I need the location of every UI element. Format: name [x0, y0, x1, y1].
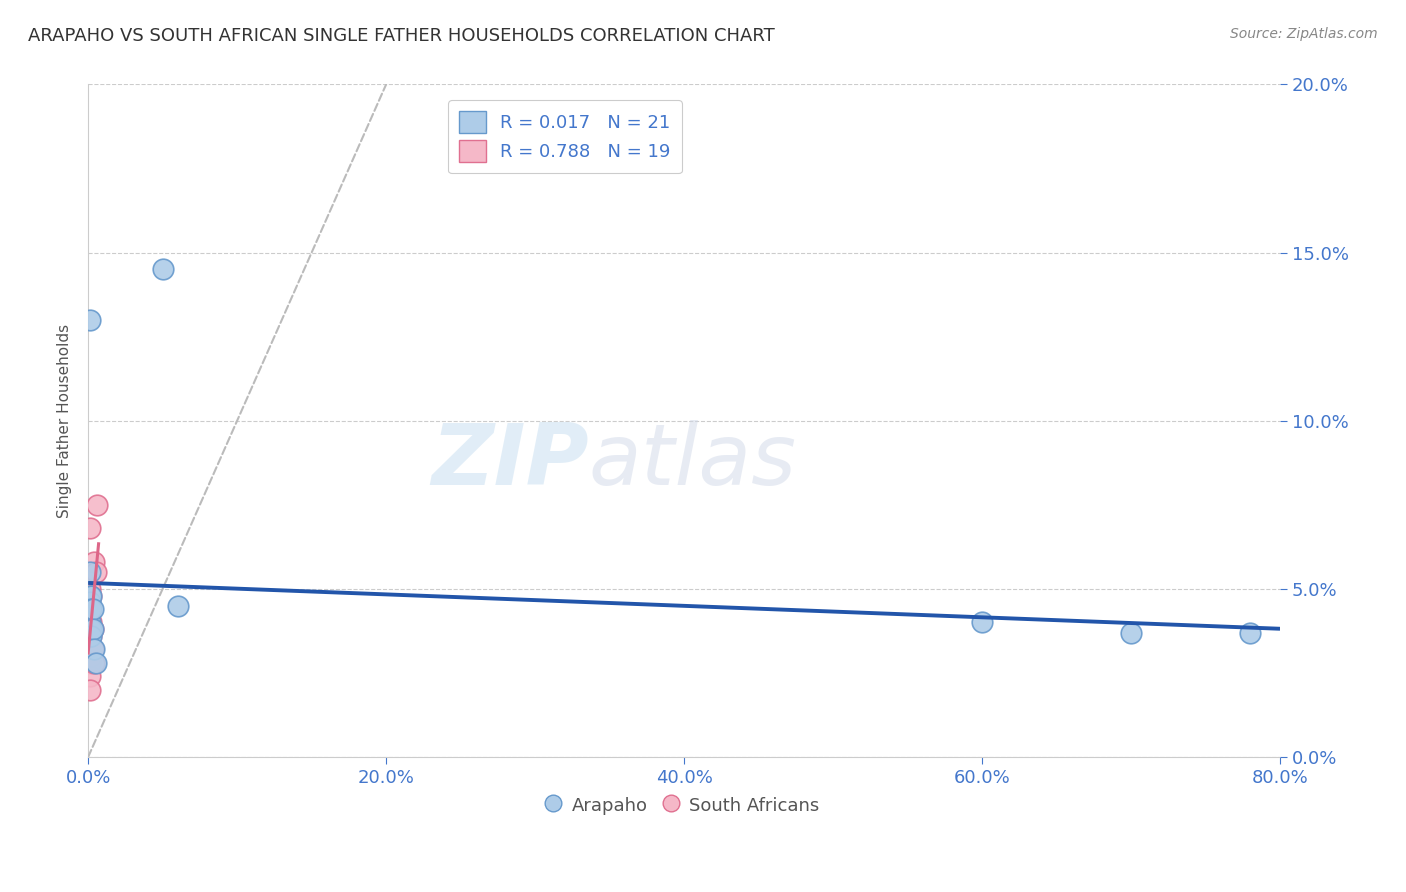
Point: [79, 582, 101, 596]
Point: [79, 521, 101, 535]
Point: [79, 642, 101, 657]
Point: [82, 642, 104, 657]
Point: [79, 629, 101, 643]
Point: [80, 602, 103, 616]
Point: [83, 555, 105, 569]
Point: [79, 602, 101, 616]
Point: [1239, 625, 1261, 640]
Point: [79, 615, 101, 630]
Point: [86, 498, 108, 512]
Point: [79, 669, 101, 683]
Text: atlas: atlas: [589, 419, 797, 502]
Y-axis label: Single Father Households: Single Father Households: [58, 324, 72, 517]
Point: [80, 629, 103, 643]
Point: [82, 602, 104, 616]
Point: [79, 313, 101, 327]
Point: [79, 656, 101, 670]
Legend: Arapaho, South Africans: Arapaho, South Africans: [541, 789, 827, 822]
Point: [80, 589, 103, 603]
Point: [80, 622, 103, 636]
Point: [79, 602, 101, 616]
Point: [79, 615, 101, 630]
Point: [84, 656, 107, 670]
Point: [80, 629, 103, 643]
Point: [83, 656, 105, 670]
Point: [152, 262, 174, 277]
Point: [82, 622, 104, 636]
Point: [82, 622, 104, 636]
Point: [79, 589, 101, 603]
Point: [166, 599, 188, 613]
Text: ZIP: ZIP: [432, 419, 589, 502]
Point: [79, 622, 101, 636]
Text: Source: ZipAtlas.com: Source: ZipAtlas.com: [1230, 27, 1378, 41]
Point: [79, 682, 101, 697]
Point: [79, 595, 101, 609]
Point: [79, 565, 101, 579]
Point: [80, 649, 103, 664]
Point: [79, 629, 101, 643]
Point: [970, 615, 993, 630]
Point: [1119, 625, 1142, 640]
Point: [83, 642, 105, 657]
Point: [80, 589, 103, 603]
Point: [84, 565, 107, 579]
Text: ARAPAHO VS SOUTH AFRICAN SINGLE FATHER HOUSEHOLDS CORRELATION CHART: ARAPAHO VS SOUTH AFRICAN SINGLE FATHER H…: [28, 27, 775, 45]
Point: [80, 615, 103, 630]
